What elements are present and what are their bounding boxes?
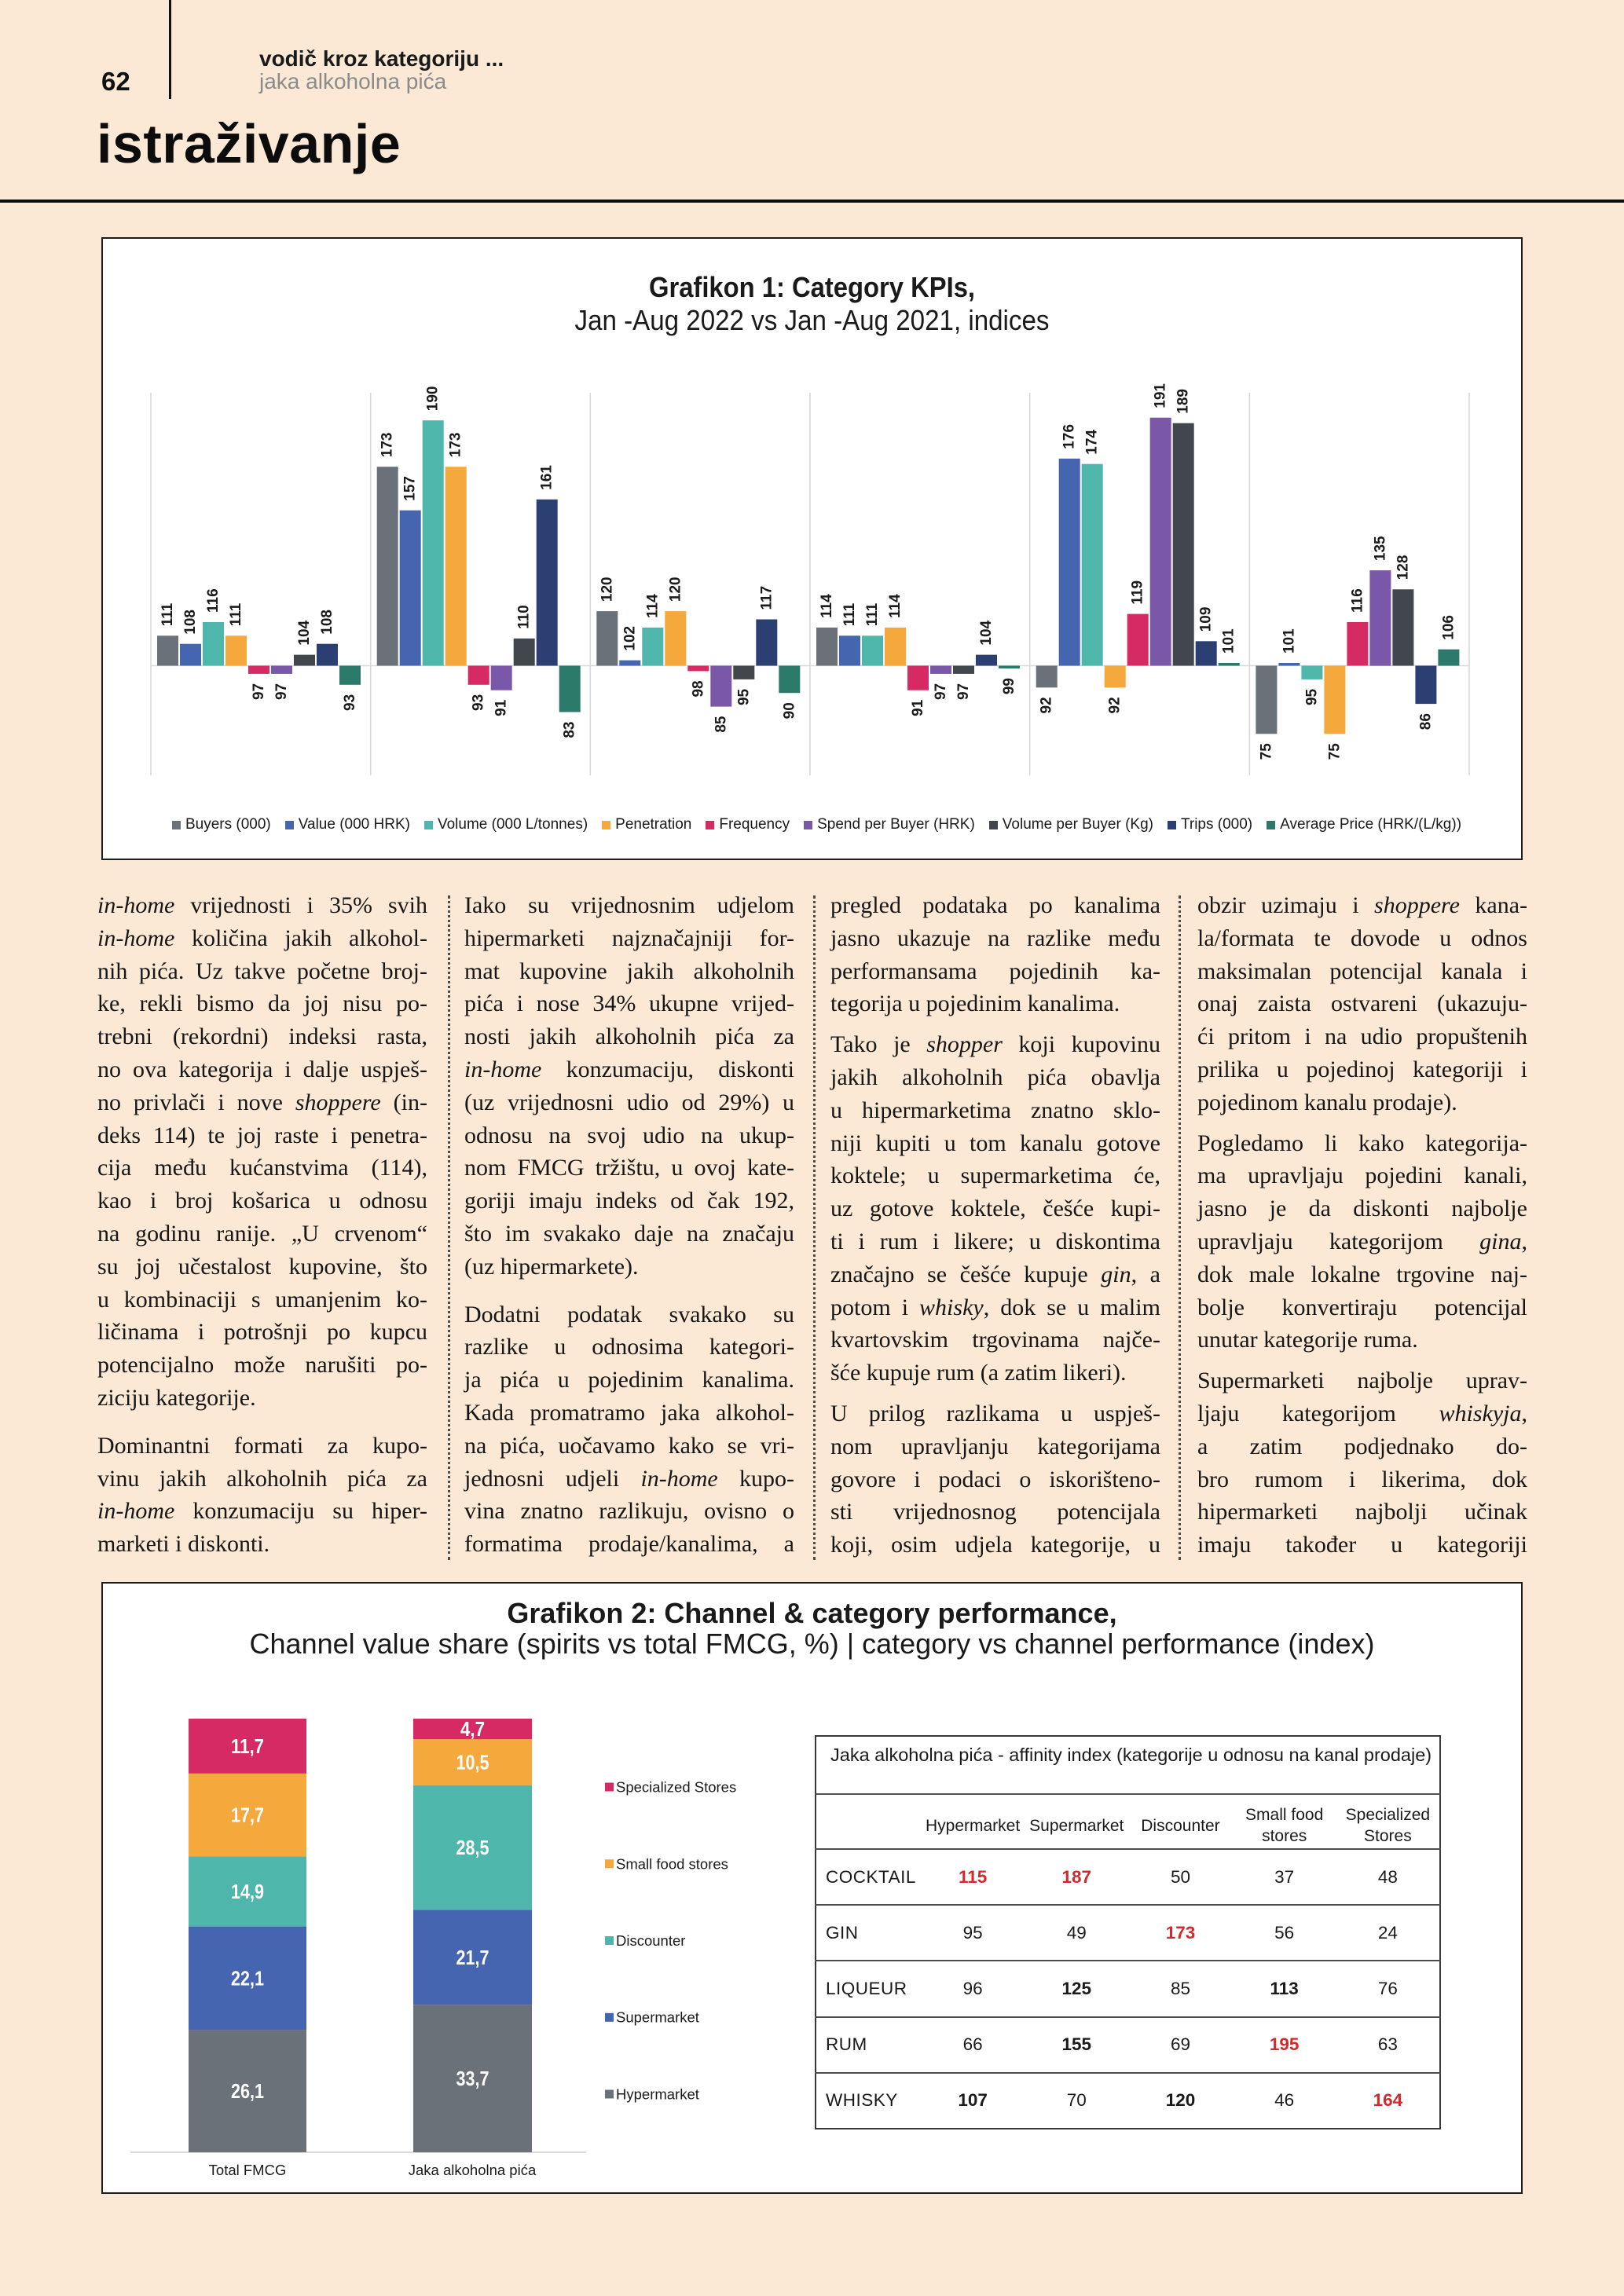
svg-text:95: 95 [735,688,752,705]
svg-text:104: 104 [978,620,995,645]
svg-text:108: 108 [182,610,199,635]
svg-text:99: 99 [1001,678,1017,694]
svg-text:92: 92 [1039,697,1055,713]
svg-text:91: 91 [910,699,926,716]
svg-text:Discounter: Discounter [616,1932,685,1949]
svg-text:26,1: 26,1 [231,2079,264,2103]
svg-text:110: 110 [516,605,533,629]
svg-text:190: 190 [425,386,442,411]
svg-text:4,7: 4,7 [460,1717,485,1741]
svg-text:102: 102 [621,626,638,651]
svg-text:Specialized Stores: Specialized Stores [616,1779,736,1796]
svg-text:28,5: 28,5 [456,1836,489,1859]
svg-text:83: 83 [562,722,578,738]
svg-text:Small food stores: Small food stores [616,1855,728,1872]
svg-text:93: 93 [471,694,487,711]
svg-text:157: 157 [402,476,419,501]
svg-text:33,7: 33,7 [456,2067,489,2090]
svg-text:85: 85 [713,716,729,733]
svg-text:114: 114 [887,594,904,618]
svg-text:95: 95 [1303,688,1320,705]
svg-text:75: 75 [1326,743,1343,760]
svg-text:22,1: 22,1 [231,1966,264,1990]
svg-text:173: 173 [379,432,396,457]
svg-text:161: 161 [539,465,555,490]
svg-text:111: 111 [159,602,176,626]
svg-text:120: 120 [599,577,615,602]
svg-text:117: 117 [758,586,775,610]
svg-text:191: 191 [1153,383,1169,408]
svg-text:91: 91 [493,699,510,716]
svg-text:97: 97 [955,683,972,700]
svg-text:111: 111 [841,602,858,626]
svg-text:14,9: 14,9 [231,1880,264,1903]
svg-text:114: 114 [644,594,661,618]
svg-text:97: 97 [273,683,290,700]
svg-text:174: 174 [1084,430,1101,455]
svg-text:108: 108 [319,610,335,635]
svg-text:10,5: 10,5 [456,1750,489,1774]
svg-text:189: 189 [1175,389,1192,414]
svg-text:97: 97 [933,683,949,700]
svg-text:173: 173 [448,432,464,457]
svg-text:21,7: 21,7 [456,1946,489,1969]
svg-text:Total FMCG: Total FMCG [209,2162,287,2178]
svg-text:92: 92 [1107,697,1124,713]
svg-text:128: 128 [1395,555,1411,580]
svg-text:116: 116 [205,588,222,613]
svg-text:98: 98 [690,680,706,697]
svg-text:120: 120 [667,577,684,602]
svg-text:116: 116 [1349,588,1366,613]
svg-text:Supermarket: Supermarket [616,2009,699,2026]
svg-text:106: 106 [1440,615,1457,640]
svg-text:119: 119 [1130,580,1146,605]
svg-text:11,7: 11,7 [231,1734,264,1758]
svg-text:176: 176 [1061,424,1078,449]
svg-text:114: 114 [819,594,835,618]
svg-text:101: 101 [1221,628,1237,654]
svg-text:86: 86 [1417,713,1434,730]
svg-text:111: 111 [228,602,244,626]
svg-text:90: 90 [781,702,797,719]
svg-text:104: 104 [296,620,313,645]
svg-text:111: 111 [864,602,881,626]
svg-text:109: 109 [1198,607,1215,632]
svg-text:Hypermarket: Hypermarket [616,2086,699,2103]
svg-text:17,7: 17,7 [231,1803,264,1827]
svg-text:97: 97 [251,683,267,700]
svg-text:101: 101 [1281,628,1297,654]
svg-text:93: 93 [342,694,358,711]
svg-text:75: 75 [1258,743,1274,760]
svg-text:135: 135 [1372,536,1388,561]
svg-text:Jaka alkoholna pića: Jaka alkoholna pića [409,2162,537,2178]
